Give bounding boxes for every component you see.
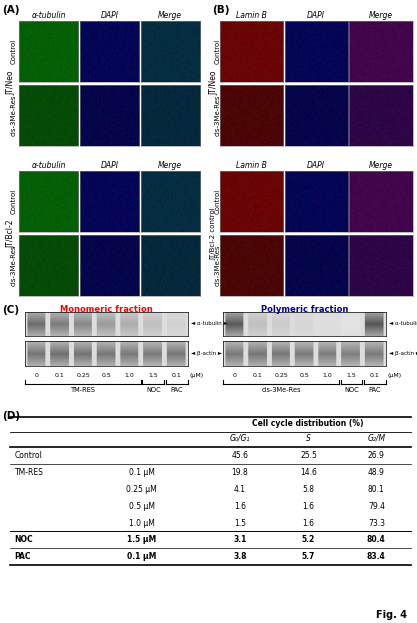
Text: 45.6: 45.6 <box>231 451 248 460</box>
Text: 26.9: 26.9 <box>368 451 385 460</box>
Text: TM-RES: TM-RES <box>70 387 95 393</box>
Text: Control: Control <box>214 39 220 64</box>
Text: 0.1 μM: 0.1 μM <box>129 468 155 477</box>
Text: 14.6: 14.6 <box>300 468 317 477</box>
Text: JT/Neo: JT/Neo <box>6 71 15 95</box>
Text: DAPI: DAPI <box>307 11 325 19</box>
Text: 1.6: 1.6 <box>303 518 314 528</box>
Text: 0: 0 <box>233 373 237 378</box>
Text: (C): (C) <box>2 305 19 315</box>
Text: 83.4: 83.4 <box>367 552 386 561</box>
Text: 5.8: 5.8 <box>303 485 314 494</box>
Text: Control: Control <box>214 189 220 214</box>
Text: DAPI: DAPI <box>100 161 118 169</box>
Text: Merge: Merge <box>158 11 182 19</box>
Text: JT/Bcl-2: JT/Bcl-2 <box>6 219 15 247</box>
Text: 0.1: 0.1 <box>369 373 379 378</box>
Text: ◄ β-actin ►: ◄ β-actin ► <box>389 351 417 356</box>
Text: 0.1 μM: 0.1 μM <box>127 552 156 561</box>
Text: ◄ β-actin ►: ◄ β-actin ► <box>191 351 222 356</box>
Text: 3.8: 3.8 <box>233 552 246 561</box>
Text: 1.5: 1.5 <box>346 373 356 378</box>
Text: 1.5: 1.5 <box>234 518 246 528</box>
Text: 1.0 μM: 1.0 μM <box>129 518 155 528</box>
Text: 0.1: 0.1 <box>253 373 263 378</box>
Text: 0.25: 0.25 <box>76 373 90 378</box>
Text: PAC: PAC <box>369 387 381 393</box>
Text: 0.1: 0.1 <box>55 373 65 378</box>
Text: Control: Control <box>11 189 17 214</box>
Text: Control: Control <box>15 451 43 460</box>
Text: PAC: PAC <box>171 387 183 393</box>
Text: Lamin B: Lamin B <box>236 161 267 169</box>
Text: Merge: Merge <box>369 11 393 19</box>
Text: (B): (B) <box>212 5 229 15</box>
Text: 0.5 μM: 0.5 μM <box>129 502 155 511</box>
Text: Fig. 4: Fig. 4 <box>376 610 407 620</box>
Text: DAPI: DAPI <box>307 161 325 169</box>
Text: JT/Bcl-2 control: JT/Bcl-2 control <box>211 207 217 260</box>
Text: Control: Control <box>11 39 17 64</box>
Text: (A): (A) <box>2 5 20 15</box>
Text: 19.8: 19.8 <box>231 468 248 477</box>
Text: TM-RES: TM-RES <box>15 468 43 477</box>
Text: 80.1: 80.1 <box>368 485 385 494</box>
Text: 0.5: 0.5 <box>101 373 111 378</box>
Text: cis-3Me-Res: cis-3Me-Res <box>261 387 301 393</box>
Text: 4.1: 4.1 <box>234 485 246 494</box>
Text: (μM): (μM) <box>388 373 402 378</box>
Text: 0.25 μM: 0.25 μM <box>126 485 157 494</box>
Text: (D): (D) <box>2 411 20 421</box>
Text: Lamin B: Lamin B <box>236 11 267 19</box>
Text: 1.6: 1.6 <box>234 502 246 511</box>
Text: 1.5 μM: 1.5 μM <box>127 535 156 545</box>
Text: NOC: NOC <box>344 387 359 393</box>
Text: JT/Neo: JT/Neo <box>209 71 219 95</box>
Text: cis-3Me-Res: cis-3Me-Res <box>11 95 17 136</box>
Text: Monomeric fraction: Monomeric fraction <box>60 305 153 314</box>
Text: 1.6: 1.6 <box>303 502 314 511</box>
Text: 3.1: 3.1 <box>233 535 246 545</box>
Text: S: S <box>306 434 311 442</box>
Text: 1.0: 1.0 <box>323 373 332 378</box>
Text: 5.7: 5.7 <box>302 552 315 561</box>
Text: ◄ α-tubulin ►: ◄ α-tubulin ► <box>389 321 417 326</box>
Text: NOC: NOC <box>15 535 33 545</box>
Text: Merge: Merge <box>158 161 182 169</box>
Text: 1.5: 1.5 <box>148 373 158 378</box>
Text: PAC: PAC <box>15 552 31 561</box>
Text: 48.9: 48.9 <box>368 468 385 477</box>
Text: 80.4: 80.4 <box>367 535 386 545</box>
Text: 0.25: 0.25 <box>274 373 288 378</box>
Text: cis-3Me-Res: cis-3Me-Res <box>214 95 220 136</box>
Text: G₂/M: G₂/M <box>367 434 385 442</box>
Text: cis-3Me-Res: cis-3Me-Res <box>11 245 17 286</box>
Text: 25.5: 25.5 <box>300 451 317 460</box>
Text: 79.4: 79.4 <box>368 502 385 511</box>
Text: 0.5: 0.5 <box>299 373 309 378</box>
Text: NOC: NOC <box>146 387 161 393</box>
Text: Polymeric fraction: Polymeric fraction <box>261 305 348 314</box>
Text: cis-3Me-Res: cis-3Me-Res <box>214 245 220 286</box>
Text: 73.3: 73.3 <box>368 518 385 528</box>
Text: 1.0: 1.0 <box>125 373 134 378</box>
Text: Merge: Merge <box>369 161 393 169</box>
Text: 5.2: 5.2 <box>302 535 315 545</box>
Text: (μM): (μM) <box>190 373 204 378</box>
Text: α-tubulin: α-tubulin <box>31 161 66 169</box>
Text: ◄ α-tubulin ►: ◄ α-tubulin ► <box>191 321 228 326</box>
Text: 0: 0 <box>35 373 39 378</box>
Text: Cell cycle distribution (%): Cell cycle distribution (%) <box>252 419 363 427</box>
Text: DAPI: DAPI <box>100 11 118 19</box>
Text: α-tubulin: α-tubulin <box>31 11 66 19</box>
Text: G₀/G₁: G₀/G₁ <box>230 434 250 442</box>
Text: 0.1: 0.1 <box>171 373 181 378</box>
